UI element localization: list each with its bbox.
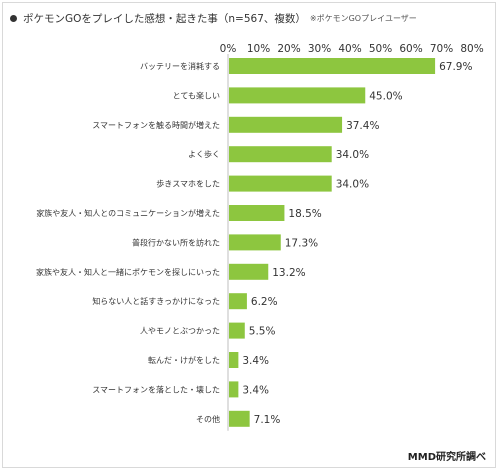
value-label: 5.5% <box>249 326 276 338</box>
value-label: 6.2% <box>251 296 278 308</box>
chart-frame <box>2 2 496 468</box>
source-note: MMD研究所調べ <box>407 452 486 463</box>
category-label: 普段行かない所を訪れた <box>132 237 220 247</box>
value-label: 7.1% <box>254 414 281 426</box>
category-label: 人やモノとぶつかった <box>140 327 220 336</box>
category-label: よく歩く <box>188 149 220 159</box>
bar <box>229 322 245 339</box>
category-label: 家族や友人・知人と一緒にポケモンを探しにいった <box>36 267 220 277</box>
bar <box>229 205 285 221</box>
category-label: 歩きスマホをした <box>156 179 220 189</box>
value-label: 34.0% <box>336 179 369 191</box>
bar <box>229 352 239 368</box>
bar <box>229 293 247 310</box>
value-label: 67.9% <box>439 61 472 73</box>
category-label: スマートフォンを落とした・壊した <box>92 384 220 394</box>
category-label: スマートフォンを触る時間が増えた <box>92 120 220 130</box>
category-label: バッテリーを消耗する <box>140 61 220 71</box>
value-label: 17.3% <box>285 237 318 249</box>
x-tick-label: 50% <box>369 43 392 55</box>
bar <box>229 381 239 398</box>
chart-title: ポケモンGOをプレイした感想・起きた事（n=567、複数） <box>23 12 306 25</box>
x-tick-label: 80% <box>460 43 483 55</box>
category-label: とても楽しい <box>173 90 220 100</box>
bar <box>229 263 269 280</box>
x-tick-label: 70% <box>430 43 453 55</box>
bar <box>229 410 250 427</box>
value-label: 13.2% <box>272 267 305 279</box>
category-label: 知らない人と話すきっかけになった <box>92 296 220 306</box>
bar <box>229 234 281 251</box>
value-label: 34.0% <box>336 149 369 161</box>
value-label: 18.5% <box>288 208 321 220</box>
x-tick-label: 30% <box>308 43 331 55</box>
title-row: ポケモンGOをプレイした感想・起きた事（n=567、複数） ※ポケモンGOプレイ… <box>10 10 417 26</box>
x-tick-label: 40% <box>338 43 361 55</box>
value-label: 45.0% <box>369 90 402 102</box>
bar <box>229 175 332 192</box>
x-tick-label: 0% <box>220 43 237 55</box>
bar <box>229 58 436 74</box>
bar <box>229 87 366 104</box>
value-label: 3.4% <box>242 355 269 367</box>
bar <box>229 116 343 133</box>
x-tick-label: 10% <box>247 43 270 55</box>
category-label: 家族や友人・知人とのコミュニケーションが増えた <box>36 208 220 218</box>
category-label: 転んだ・けがをした <box>148 355 220 365</box>
x-tick-label: 60% <box>399 43 422 55</box>
chart-subtitle: ※ポケモンGOプレイユーザー <box>309 13 417 23</box>
value-label: 3.4% <box>242 384 269 396</box>
bullet-icon <box>10 14 17 22</box>
value-label: 37.4% <box>346 120 379 132</box>
category-label: その他 <box>196 414 220 424</box>
bar <box>229 146 332 163</box>
x-tick-label: 20% <box>277 43 300 55</box>
